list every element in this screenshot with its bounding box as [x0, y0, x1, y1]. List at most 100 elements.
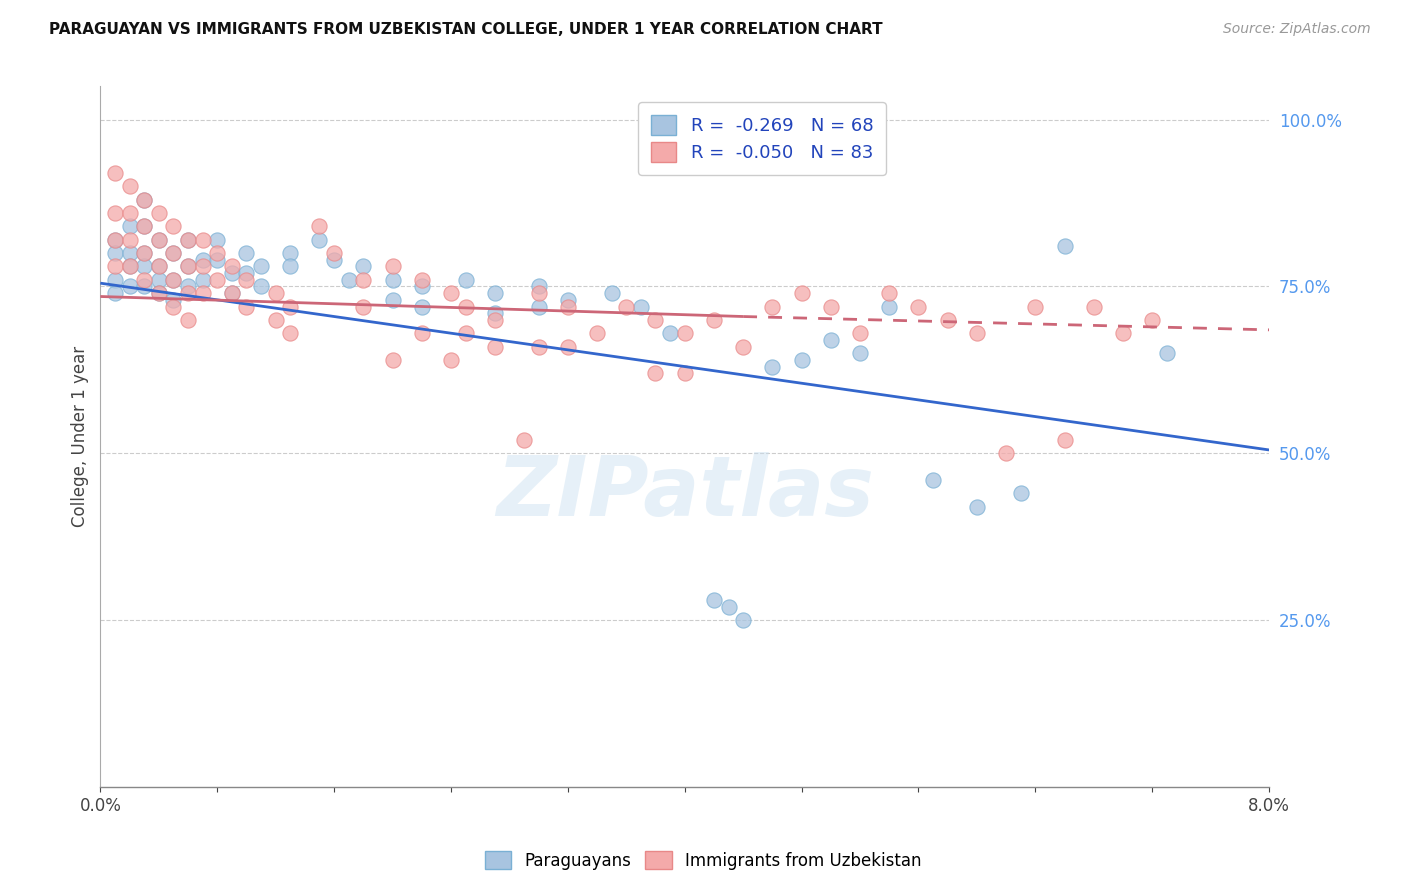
Text: ZIPatlas: ZIPatlas: [496, 452, 873, 533]
Point: [134, 193, 156, 207]
Point: [148, 206, 170, 220]
Point: [557, 300, 579, 314]
Point: [148, 273, 170, 287]
Point: [134, 260, 156, 274]
Point: [134, 246, 156, 260]
Text: Source: ZipAtlas.com: Source: ZipAtlas.com: [1223, 22, 1371, 37]
Point: [162, 246, 184, 260]
Point: [308, 233, 330, 247]
Point: [1024, 300, 1046, 314]
Point: [148, 233, 170, 247]
Point: [264, 313, 287, 327]
Point: [877, 300, 900, 314]
Point: [586, 326, 609, 341]
Point: [104, 286, 127, 301]
Point: [221, 266, 243, 280]
Point: [162, 293, 184, 307]
Point: [1053, 239, 1076, 253]
Point: [966, 326, 988, 341]
Point: [148, 233, 170, 247]
Point: [162, 246, 184, 260]
Point: [191, 233, 214, 247]
Point: [134, 273, 156, 287]
Point: [221, 286, 243, 301]
Point: [221, 286, 243, 301]
Point: [411, 279, 433, 293]
Point: [966, 500, 988, 514]
Point: [177, 233, 200, 247]
Point: [381, 273, 404, 287]
Point: [191, 260, 214, 274]
Point: [250, 260, 273, 274]
Point: [337, 273, 360, 287]
Point: [659, 326, 682, 341]
Point: [323, 246, 346, 260]
Legend: R =  -0.269   N = 68, R =  -0.050   N = 83: R = -0.269 N = 68, R = -0.050 N = 83: [638, 103, 886, 175]
Point: [118, 260, 141, 274]
Point: [849, 346, 872, 360]
Point: [411, 326, 433, 341]
Point: [1156, 346, 1178, 360]
Point: [205, 273, 228, 287]
Point: [733, 613, 755, 627]
Point: [308, 219, 330, 234]
Point: [104, 166, 127, 180]
Point: [673, 326, 696, 341]
Point: [177, 279, 200, 293]
Point: [557, 339, 579, 353]
Point: [134, 193, 156, 207]
Point: [527, 286, 550, 301]
Point: [162, 300, 184, 314]
Point: [118, 219, 141, 234]
Point: [148, 260, 170, 274]
Point: [644, 366, 666, 380]
Point: [205, 246, 228, 260]
Point: [134, 279, 156, 293]
Point: [148, 286, 170, 301]
Point: [118, 279, 141, 293]
Point: [104, 273, 127, 287]
Point: [673, 366, 696, 380]
Point: [820, 300, 842, 314]
Point: [703, 313, 725, 327]
Point: [614, 300, 637, 314]
Point: [118, 260, 141, 274]
Text: PARAGUAYAN VS IMMIGRANTS FROM UZBEKISTAN COLLEGE, UNDER 1 YEAR CORRELATION CHART: PARAGUAYAN VS IMMIGRANTS FROM UZBEKISTAN…: [49, 22, 883, 37]
Point: [820, 333, 842, 347]
Point: [118, 179, 141, 194]
Point: [440, 286, 463, 301]
Point: [177, 286, 200, 301]
Point: [235, 266, 257, 280]
Point: [1112, 326, 1135, 341]
Point: [454, 326, 477, 341]
Point: [600, 286, 623, 301]
Point: [104, 233, 127, 247]
Point: [1083, 300, 1105, 314]
Point: [513, 433, 536, 447]
Point: [527, 279, 550, 293]
Point: [381, 260, 404, 274]
Point: [278, 246, 301, 260]
Point: [264, 286, 287, 301]
Point: [790, 286, 813, 301]
Point: [761, 359, 783, 374]
Point: [278, 300, 301, 314]
Point: [191, 286, 214, 301]
Point: [177, 313, 200, 327]
Point: [907, 300, 929, 314]
Point: [703, 593, 725, 607]
Point: [527, 339, 550, 353]
Point: [235, 300, 257, 314]
Point: [484, 313, 506, 327]
Point: [278, 260, 301, 274]
Point: [323, 252, 346, 267]
Point: [118, 233, 141, 247]
Point: [936, 313, 959, 327]
Point: [352, 260, 374, 274]
Point: [557, 293, 579, 307]
Point: [162, 273, 184, 287]
Point: [162, 273, 184, 287]
Point: [411, 273, 433, 287]
Point: [877, 286, 900, 301]
Point: [205, 252, 228, 267]
